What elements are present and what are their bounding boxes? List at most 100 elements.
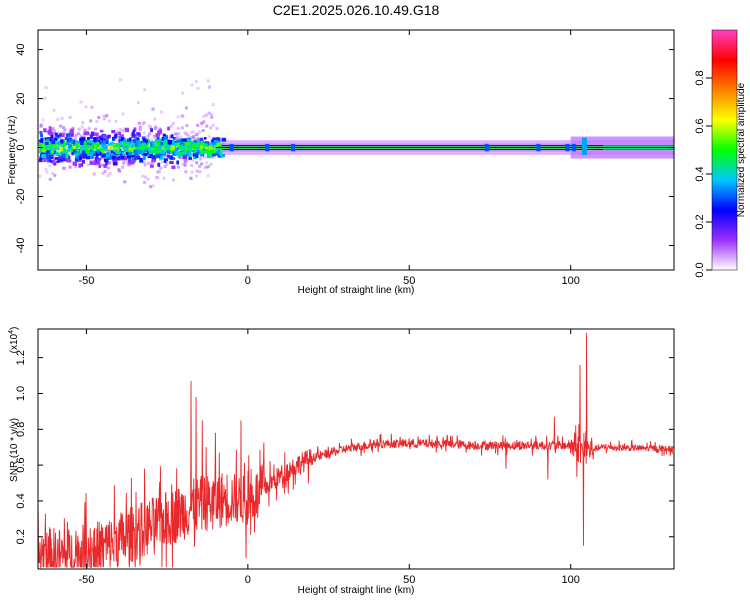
y-tick-label: 0	[15, 144, 27, 150]
spectrogram-cell	[162, 176, 166, 180]
x-tick-label: 50	[403, 574, 415, 586]
spectrogram-cell	[40, 137, 44, 141]
spectrogram-cell	[40, 140, 44, 143]
spectrogram-cell	[209, 162, 213, 166]
spectrogram-cell	[67, 147, 72, 152]
snr-plot	[38, 332, 674, 569]
spectrogram-cell	[190, 130, 194, 134]
spectrogram-cell	[123, 180, 127, 184]
band-disturbance	[291, 143, 296, 152]
spectrogram-cell	[90, 151, 94, 157]
spectrogram-cell	[160, 161, 164, 165]
spectrogram-cell	[214, 152, 218, 156]
spectrogram-cell	[53, 129, 57, 133]
spectrogram-cell	[71, 152, 74, 156]
spectrogram-cell	[153, 135, 157, 139]
spectrogram-cell	[112, 161, 118, 166]
spectrogram-cell	[53, 158, 57, 162]
spectrogram-cell	[48, 164, 52, 168]
spectrogram-cell	[188, 152, 192, 157]
spectrogram-cell	[205, 146, 208, 151]
spectrogram-cell	[68, 115, 72, 119]
spectrogram-cell	[219, 151, 223, 156]
y-tick-label: 1.2	[15, 350, 27, 365]
spectrogram-cell	[157, 138, 162, 141]
spectrogram-cell	[89, 147, 94, 151]
spectrogram-cell	[150, 138, 154, 142]
band-disturbance	[565, 143, 570, 152]
spectrogram-cell	[53, 131, 57, 135]
spectrogram-cell	[118, 148, 122, 153]
spectrogram-ticks: -50 0 50 100 -40 -20 0 20 40	[15, 30, 674, 287]
spectrogram-cell	[126, 152, 131, 155]
spectrogram-cell	[53, 146, 57, 151]
spectrogram-cell	[196, 138, 200, 143]
x-tick-label: -50	[78, 574, 94, 586]
spectrogram-cell	[39, 142, 44, 147]
spectrogram-frame	[37, 29, 675, 271]
spectrogram-cell	[42, 143, 45, 148]
spectrogram-cell	[79, 140, 84, 146]
spectrogram-cell	[67, 144, 72, 149]
spectrogram-cell	[212, 143, 215, 148]
spectrogram-cell	[151, 107, 155, 111]
spectrogram-cell	[157, 162, 161, 167]
spectrogram-cell	[106, 152, 110, 155]
spectrogram-cell	[115, 130, 119, 134]
spectrogram-cell	[130, 143, 135, 148]
spectrogram-cell	[118, 142, 124, 146]
spectrogram-cell	[57, 158, 62, 163]
band-disturbance	[229, 143, 234, 152]
spectrogram-cell	[163, 158, 169, 162]
spectrogram-cell	[180, 126, 184, 130]
spectrogram-cell	[46, 160, 50, 164]
spectrogram-cell	[148, 147, 152, 152]
spectrogram-cell	[135, 134, 139, 138]
spectrogram-cell	[62, 133, 65, 137]
spectrogram-cell	[193, 140, 198, 143]
spectrogram-cell	[206, 79, 210, 83]
spectrogram-cell	[126, 154, 132, 159]
spectrogram-cell	[212, 142, 217, 145]
spectrogram-cell	[210, 115, 214, 119]
spectrogram-cell	[74, 133, 78, 137]
spectrogram-cell	[83, 131, 88, 136]
spectrogram-cell	[142, 160, 146, 164]
spectrogram-plot	[38, 78, 674, 189]
spectrogram-cell	[96, 161, 101, 165]
spectrogram-cell	[51, 139, 56, 145]
spectrogram-cell	[62, 126, 66, 130]
spectrogram-cell	[181, 91, 185, 95]
spectrogram-cell	[143, 153, 148, 156]
spectrogram-cell	[82, 144, 86, 148]
colorbar-tick-label: 0.8	[694, 70, 706, 85]
spectrogram-cell	[120, 137, 125, 142]
spectrogram-cell	[182, 155, 187, 160]
spectrogram-cell	[141, 174, 145, 178]
spectrogram-cell	[112, 159, 117, 163]
spectrogram-cell	[155, 149, 160, 154]
spectrogram-cell	[156, 141, 160, 146]
spectrogram-cell	[199, 152, 204, 156]
spectrogram-cell	[94, 132, 99, 136]
spectrogram-cell	[81, 121, 85, 125]
spectrogram-cell	[142, 131, 146, 135]
spectrogram-cell	[89, 160, 93, 165]
spectrogram-cell	[104, 148, 109, 152]
spectrogram-cell	[51, 159, 56, 164]
spectrogram-cell	[64, 153, 69, 159]
spectrogram-cell	[178, 141, 183, 145]
spectrogram-cell	[201, 129, 205, 133]
spectrogram-cell	[164, 154, 168, 158]
spectrogram-cell	[184, 132, 188, 136]
spectrogram-cell	[160, 110, 164, 114]
spectrogram-cell	[216, 142, 221, 146]
spectrogram-cell	[106, 174, 110, 178]
spectrogram-cell	[100, 137, 104, 141]
spectrogram-cell	[168, 155, 171, 159]
spectrogram-cell	[123, 148, 128, 152]
spectrogram-cell	[68, 141, 72, 146]
spectrogram-cell	[51, 171, 55, 175]
spectrogram-cell	[115, 150, 120, 155]
spectrogram-cell	[126, 141, 130, 147]
